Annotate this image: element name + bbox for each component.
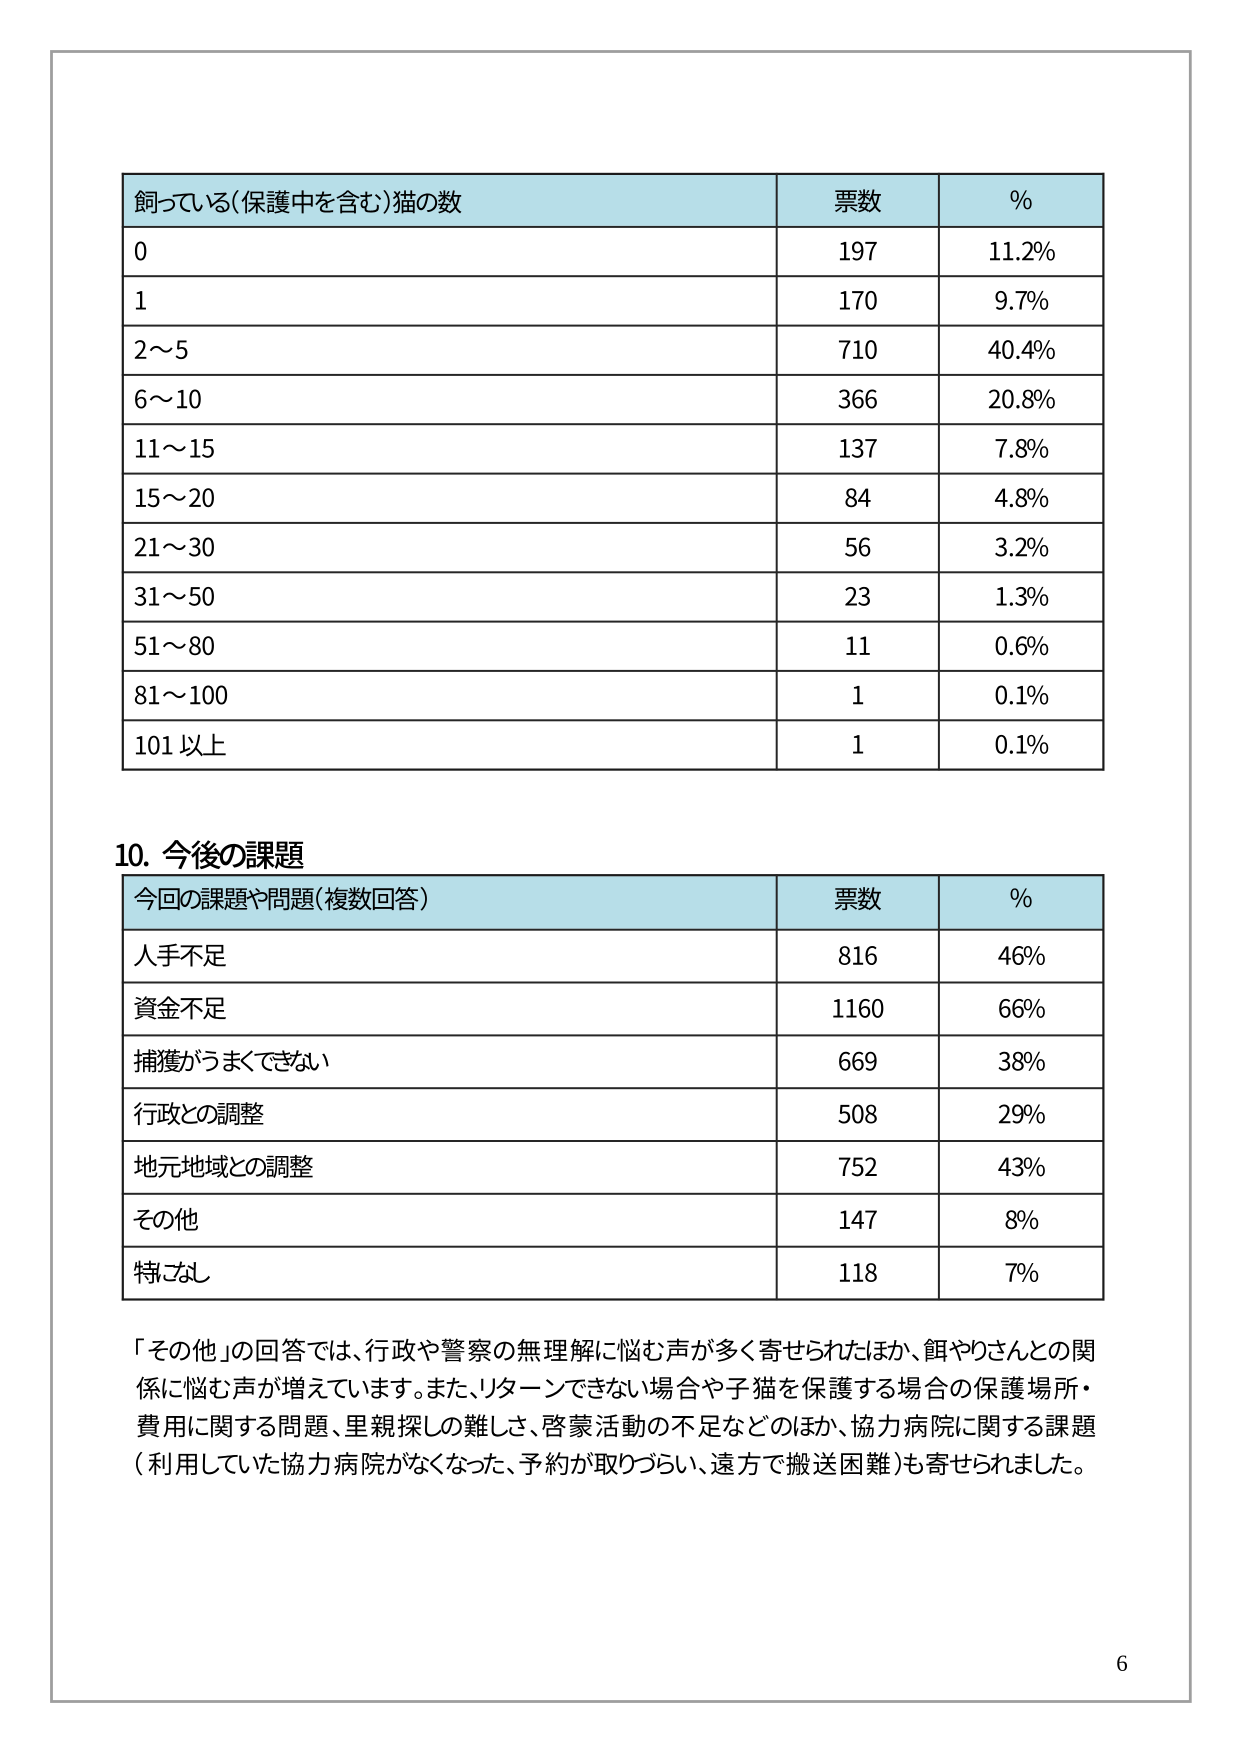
svg-text:6: 6 [1116,1651,1128,1676]
